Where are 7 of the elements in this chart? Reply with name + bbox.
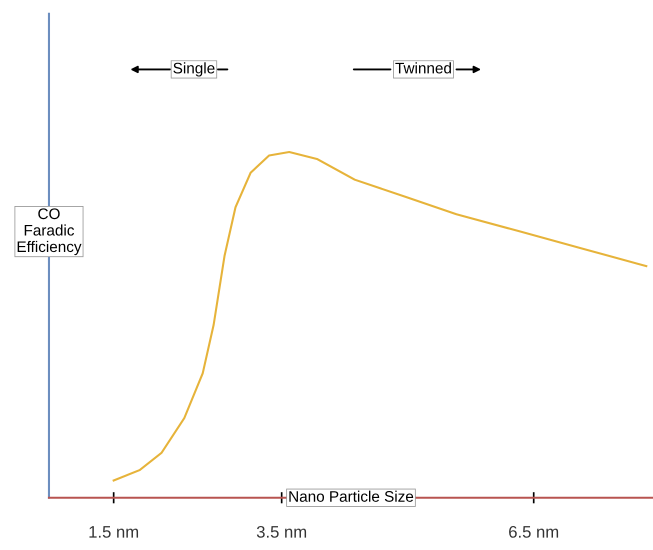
y-axis-title: CO Faradic Efficiency bbox=[18, 208, 82, 256]
x-tick-label: 3.5 nm bbox=[256, 526, 306, 538]
x-axis-title: Nano Particle Size bbox=[289, 490, 414, 502]
text: Twinned bbox=[395, 62, 451, 74]
x-tick-label: 6.5 nm bbox=[509, 526, 558, 538]
text: Single bbox=[173, 62, 214, 77]
x-tick-label: 1.5 nm bbox=[89, 526, 138, 538]
